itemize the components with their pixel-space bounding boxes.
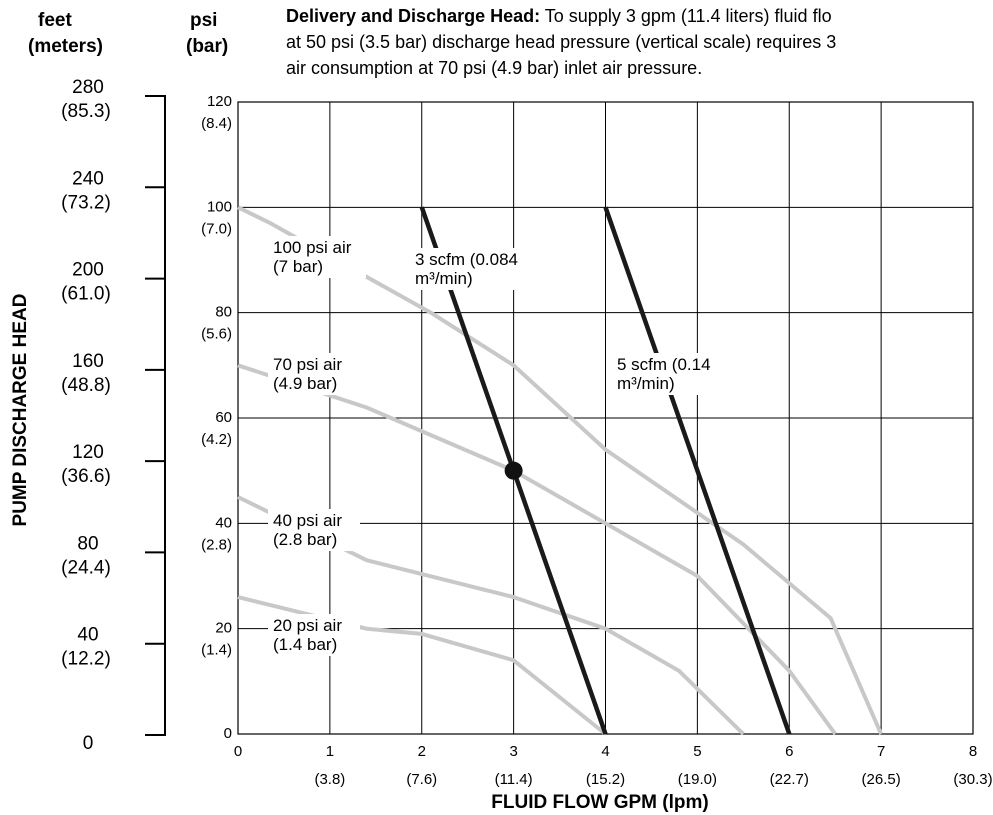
series-label-backing bbox=[268, 509, 360, 551]
gpm-tick-label: 3 bbox=[509, 743, 517, 760]
feet-scale: 280 (85.3) 240 (73.2) 200 (61.0) 160 (48.8) 120 (… bbox=[61, 77, 166, 754]
psi-tick-label: 20 bbox=[215, 620, 232, 637]
series-label: 100 psi air bbox=[273, 238, 352, 257]
operating-point-marker bbox=[504, 461, 523, 480]
psi-tick-label: 0 bbox=[224, 725, 232, 742]
series-label-backing bbox=[268, 353, 360, 395]
lpm-tick-label: (26.5) bbox=[862, 771, 901, 788]
feet-tick-label: 120 bbox=[72, 442, 104, 463]
meters-tick-label: (48.8) bbox=[61, 375, 111, 396]
lpm-tick-label: (15.2) bbox=[586, 771, 625, 788]
chart-title: Delivery and Discharge Head: To supply 3… bbox=[286, 6, 832, 26]
meters-tick-label: (61.0) bbox=[61, 284, 111, 305]
series-label: (7 bar) bbox=[273, 257, 323, 276]
series-label: 70 psi air bbox=[273, 355, 342, 374]
meters-tick-label: (85.3) bbox=[61, 101, 111, 122]
psi-tick-label: 120 bbox=[207, 93, 232, 110]
series-label: (1.4 bar) bbox=[273, 635, 337, 654]
lpm-tick-label: (30.3) bbox=[953, 771, 992, 788]
feet-tick-label: 80 bbox=[77, 533, 98, 554]
series-label: 3 scfm (0.084 bbox=[415, 250, 518, 269]
chart-title-rest: To supply 3 gpm (11.4 liters) fluid flo bbox=[540, 6, 831, 26]
feet-tick-label: 280 bbox=[72, 77, 104, 98]
meters-tick-label: (24.4) bbox=[61, 557, 111, 578]
gpm-tick-label: 2 bbox=[418, 743, 426, 760]
bar-tick-label: (5.6) bbox=[201, 326, 232, 343]
meters-tick-label: (73.2) bbox=[61, 192, 111, 213]
x-axis-title: FLUID FLOW GPM (lpm) bbox=[491, 792, 708, 813]
bar-tick-label: (7.0) bbox=[201, 220, 232, 237]
lpm-tick-label: (3.8) bbox=[314, 771, 345, 788]
bar-tick-label: (4.2) bbox=[201, 431, 232, 448]
feet-tick-label: 240 bbox=[72, 168, 104, 189]
feet-tick-label: 200 bbox=[72, 260, 104, 281]
psi-tick-label: 60 bbox=[215, 409, 232, 426]
psi-tick-label: 100 bbox=[207, 198, 232, 215]
gpm-tick-label: 5 bbox=[693, 743, 701, 760]
meters-tick-label: (12.2) bbox=[61, 649, 111, 670]
series-label-backing bbox=[268, 236, 366, 278]
lpm-tick-label: (19.0) bbox=[678, 771, 717, 788]
series-label: (4.9 bar) bbox=[273, 374, 337, 393]
psi-tick-label: 80 bbox=[215, 304, 232, 321]
series-labels: 100 psi air(7 bar) 70 psi air(4.9 bar) 40 … bbox=[268, 236, 742, 656]
gpm-tick-label: 0 bbox=[234, 743, 242, 760]
chart-title-line3: air consumption at 70 psi (4.9 bar) inle… bbox=[286, 58, 702, 78]
bar-tick-label: (8.4) bbox=[201, 115, 232, 132]
air-pressure-curve bbox=[237, 363, 837, 736]
gpm-tick-label: 6 bbox=[785, 743, 793, 760]
series-label: m³/min) bbox=[617, 374, 675, 393]
gpm-tick-label: 8 bbox=[969, 743, 977, 760]
psi-tick-label: 40 bbox=[215, 514, 232, 531]
series-label: 20 psi air bbox=[273, 616, 342, 635]
series-label: m³/min) bbox=[415, 269, 473, 288]
chart-title-bold: Delivery and Discharge Head: bbox=[286, 6, 540, 26]
gpm-tick-labels: 0 1 (3.8) 2 (7.6) 3 (11.4) 4 (15.2) 5 (19.0) 6 (22.7… bbox=[234, 743, 993, 788]
lpm-tick-label: (11.4) bbox=[495, 771, 533, 788]
series-label: (2.8 bar) bbox=[273, 530, 337, 549]
feet-tick-label: 0 bbox=[83, 733, 94, 754]
air-consumption-line bbox=[603, 206, 792, 735]
lpm-tick-label: (7.6) bbox=[406, 771, 437, 788]
y-axis-title: PUMP DISCHARGE HEAD bbox=[10, 294, 31, 527]
chart-title-line2: at 50 psi (3.5 bar) discharge head press… bbox=[286, 32, 836, 52]
series-label: 40 psi air bbox=[273, 511, 342, 530]
bar-unit-label: (bar) bbox=[186, 36, 228, 57]
gpm-tick-label: 4 bbox=[601, 743, 609, 760]
series-label: 5 scfm (0.14 bbox=[617, 355, 711, 374]
series-label-backing bbox=[268, 614, 360, 656]
lpm-tick-label: (22.7) bbox=[770, 771, 809, 788]
bar-tick-label: (1.4) bbox=[201, 642, 232, 659]
gpm-tick-label: 1 bbox=[326, 743, 334, 760]
meters-unit-label: (meters) bbox=[28, 36, 103, 57]
feet-tick-label: 40 bbox=[77, 625, 98, 646]
feet-tick-label: 160 bbox=[72, 351, 104, 372]
feet-unit-label: feet bbox=[38, 10, 72, 31]
bar-tick-label: (2.8) bbox=[201, 536, 232, 553]
psi-unit-label: psi bbox=[190, 10, 217, 31]
psi-tick-labels: 120 (8.4) 100 (7.0) 80 (5.6) 60 (4.2) 40 (2.8) 20 (… bbox=[201, 93, 232, 742]
series-label-backing bbox=[612, 353, 742, 395]
gpm-tick-label: 7 bbox=[877, 743, 885, 760]
series-label-backing bbox=[410, 248, 550, 290]
meters-tick-label: (36.6) bbox=[61, 466, 111, 487]
